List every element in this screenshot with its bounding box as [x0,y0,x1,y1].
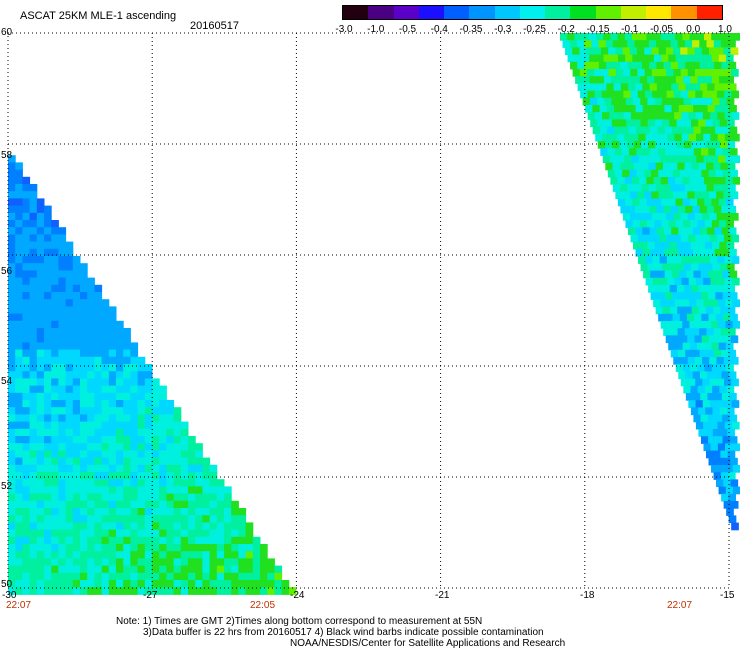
color-scale-segment [393,6,419,19]
lon-label-minus15: -15 [720,590,735,601]
color-scale-label: 0.0 [686,24,701,35]
color-scale-label: -0.15 [586,24,610,35]
lon-label-minus27: -27 [143,590,158,601]
map-date: 20160517 [190,20,239,32]
pass-time-middle: 22:05 [250,600,276,611]
color-scale-label: -1.0 [367,24,385,35]
color-scale-labels: -3.0 -1.0 -0.5 -0.4 -0.35 -0.3 -0.25 -0.2 -0.15-… [330,24,735,36]
note-line-3: NOAA/NESDIS/Center for Satellite Applica… [290,638,566,649]
lon-label-minus30: -30 [2,590,17,601]
lat-label-54: 54 [1,376,13,387]
color-scale-label: -3.0 [335,24,353,35]
color-scale-label: -0.1 [621,24,639,35]
lat-lon-grid [7,32,730,589]
lat-label-52: 52 [1,481,13,492]
color-scale-segment [671,6,697,19]
color-scale-label: -0.25 [523,24,546,35]
color-scale-segment [494,6,520,19]
lat-label-56: 56 [1,266,13,277]
note-line-2: 3)Data buffer is 22 hrs from 20160517 4)… [143,627,544,638]
color-scale-segment [368,6,394,19]
color-scale-segment [595,6,621,19]
pass-time-left: 22:07 [6,600,32,611]
color-scale-segment [646,6,672,19]
color-scale-label: -0.4 [430,24,448,35]
color-scale-label: -0.05 [650,24,673,35]
lon-label-minus21: -21 [435,590,450,601]
lon-label-minus18: -18 [580,590,595,601]
color-scale-segment [418,6,445,19]
lon-label-minus24: -24 [290,590,305,601]
right-swath [560,33,740,531]
lat-label-50: 50 [1,579,13,590]
lat-label-60: 60 [1,27,13,38]
left-swath [8,155,297,595]
color-scale-label: 1.0 [718,24,732,35]
color-scale-label: -0.3 [494,24,512,35]
color-scale-segment [620,6,647,19]
note-line-1: Note: 1) Times are GMT 2)Times along bot… [116,616,483,627]
color-scale-label: -0.2 [557,24,575,35]
color-scale-segment [444,6,470,19]
color-scale-segment [696,6,722,19]
color-scale-label: -0.5 [398,24,417,35]
color-scale-label: -0.35 [459,24,483,35]
lat-label-58: 58 [1,150,13,161]
color-scale-segment [545,6,571,19]
map-title: ASCAT 25KM MLE-1 ascending [20,10,177,22]
color-scale-segment [570,6,596,19]
color-scale-bar [342,5,723,20]
pass-time-right: 22:07 [667,600,693,611]
color-scale-segment [519,6,546,19]
color-scale-segment [469,6,495,19]
color-scale-segment [343,6,369,19]
